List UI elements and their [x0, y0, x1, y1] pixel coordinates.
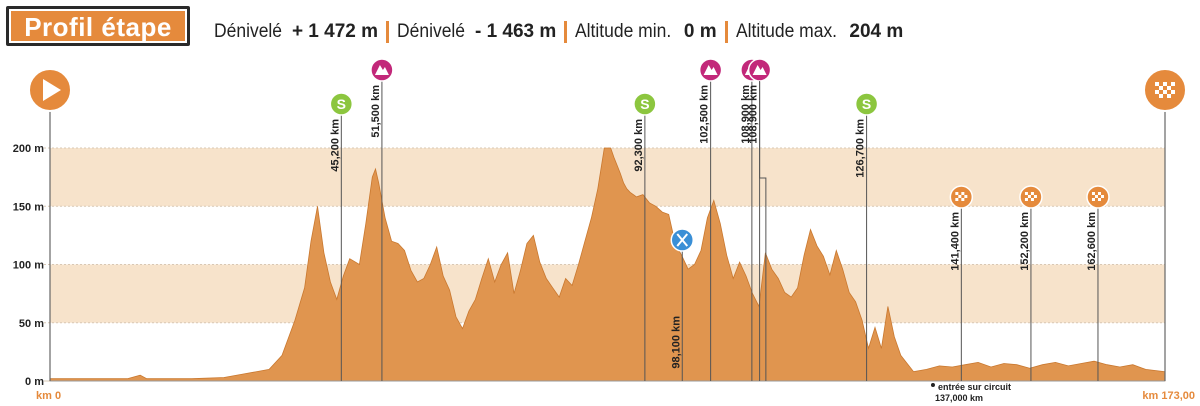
marker-km-label: 126,700 km [855, 119, 867, 178]
stat-value: + 1 472 m [291, 21, 379, 42]
marker-lap: 162,600 km [1086, 185, 1110, 381]
start-icon-play [43, 79, 61, 101]
stat-separator [564, 21, 568, 43]
lap-flag-square [1100, 195, 1104, 198]
mountain-icon-shape [703, 65, 718, 75]
y-tick-label: 50 m [19, 318, 44, 330]
lap-flag-square [955, 198, 959, 201]
stage-title: Profil étape [24, 12, 172, 42]
stat-elevation-loss: Dénivelé - 1 463 m [397, 21, 556, 43]
finish-flag-square [1155, 90, 1159, 94]
stat-value: - 1 463 m [474, 21, 557, 42]
stat-altitude-min: Altitude min. 0 m [575, 21, 716, 43]
mountain-icon-shape [374, 65, 389, 75]
circuit-entry-label: entrée sur circuit [938, 382, 1011, 392]
lap-flag-square [1097, 192, 1101, 195]
marker-km-label: 162,600 km [1086, 212, 1098, 271]
marker-lap: 141,400 km [949, 185, 974, 381]
stat-value: 204 m [849, 21, 904, 42]
lap-flag-square [1091, 192, 1095, 195]
lap-flag-square [1024, 192, 1028, 195]
marker-sprint: S 45,200 km [329, 92, 354, 381]
lap-flag-square [961, 198, 965, 201]
marker-lap: 152,200 km [1019, 185, 1043, 381]
sprint-icon [854, 92, 879, 116]
lap-flag-square [1024, 198, 1028, 201]
marker-climb: 108,900 km [748, 58, 772, 381]
lap-flag-square [955, 192, 959, 195]
x-end-label: km 173,00 [1142, 390, 1195, 402]
y-tick-label: 200 m [13, 143, 44, 155]
marker-km-label: 98,100 km [670, 316, 682, 369]
finish-flag-square [1167, 86, 1171, 90]
stat-separator [386, 21, 390, 43]
stat-separator [724, 21, 728, 43]
marker-km-label: 108,900 km [748, 85, 760, 144]
marker-feed: 98,100 km [670, 228, 695, 381]
stat-label: Altitude max. [735, 21, 837, 42]
finish-flag-square [1159, 94, 1163, 98]
circuit-entry-dot [930, 383, 935, 387]
marker-km-label: 108,900 km [740, 85, 752, 144]
lap-flag-square [1033, 195, 1037, 198]
marker-climb: 51,500 km [370, 58, 394, 381]
marker-km-label: 45,200 km [329, 119, 341, 172]
sprint-icon-letter: S [337, 96, 346, 112]
stat-label: Dénivelé [397, 21, 466, 42]
finish-flag-square [1171, 82, 1175, 86]
finish-flag-square [1163, 90, 1167, 94]
circuit-entry-km: 137,000 km [935, 393, 983, 403]
marker-km-label: 51,500 km [370, 85, 382, 138]
stat-label: Altitude min. [575, 21, 672, 42]
lap-flag-square [964, 195, 968, 198]
lap-flag-square [1030, 192, 1034, 195]
stage-title-box: Profil étape [6, 6, 190, 46]
stat-value: 0 m [683, 21, 717, 42]
marker-km-label: 102,500 km [699, 85, 711, 144]
lap-flag-square [1094, 195, 1098, 198]
lap-flag-square [1027, 195, 1031, 198]
sprint-icon-letter: S [640, 96, 649, 112]
y-tick-label: 150 m [13, 201, 44, 213]
y-tick-label: 100 m [13, 260, 44, 272]
marker-climb: 102,500 km [699, 58, 723, 381]
x-start-label: km 0 [36, 390, 61, 402]
marker-sprint: S 92,300 km [633, 92, 657, 381]
stage-stats: Dénivelé + 1 472 m Dénivelé - 1 463 m Al… [214, 18, 903, 46]
marker-sprint: S 126,700 km [854, 92, 879, 381]
finish-flag-square [1159, 86, 1163, 90]
start-icon [28, 68, 72, 112]
lap-flag-square [1030, 198, 1034, 201]
sprint-icon [633, 92, 657, 116]
finish-flag-square [1171, 90, 1175, 94]
stat-elevation-gain: Dénivelé + 1 472 m [214, 21, 378, 43]
marker-leader-line [759, 81, 767, 381]
finish-flag-square [1163, 82, 1167, 86]
marker-km-label: 92,300 km [633, 119, 645, 172]
lap-flag-square [961, 192, 965, 195]
y-tick-label: 0 m [25, 376, 44, 388]
marker-km-label: 152,200 km [1019, 212, 1031, 271]
sprint-icon-letter: S [862, 96, 871, 112]
knife-icon-stroke [676, 233, 689, 247]
stat-altitude-max: Altitude max. 204 m [736, 21, 904, 43]
lap-flag-square [1091, 198, 1095, 201]
lap-flag-square [958, 195, 962, 198]
finish-flag-square [1167, 94, 1171, 98]
sprint-icon [329, 92, 354, 116]
elevation-profile-area [49, 147, 1166, 382]
finish-flag-square [1155, 82, 1159, 86]
lap-flag-square [1097, 198, 1101, 201]
finish-flag-icon [1143, 68, 1187, 112]
mountain-icon-shape [752, 65, 767, 75]
marker-km-label: 141,400 km [949, 212, 961, 271]
stat-label: Dénivelé [214, 21, 283, 42]
